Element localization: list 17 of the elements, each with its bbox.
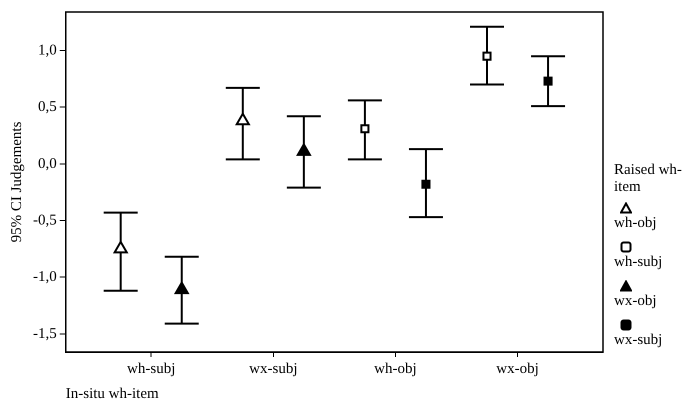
legend-label: wh-obj <box>614 215 656 231</box>
x-tick-label: wx-subj <box>249 360 298 377</box>
legend-title: Raised wh-item <box>614 162 683 196</box>
y-tick-label: -1,0 <box>32 269 57 286</box>
x-axis-title: In-situ wh-item <box>66 386 159 402</box>
x-tick-label: wx-obj <box>496 360 539 377</box>
y-axis-title: 95% CI Judgements <box>8 121 25 242</box>
x-tick-label: wh-subj <box>127 360 176 377</box>
y-tick-label: -0,5 <box>32 212 57 228</box>
x-tick-label: wh-obj <box>374 360 417 377</box>
y-tick-label: 0,5 <box>38 99 57 116</box>
y-tick-label: 1,0 <box>38 42 57 58</box>
legend-label: wx-subj <box>614 332 662 348</box>
legend-label: wx-obj <box>614 293 656 309</box>
legend-label: wh-subj <box>614 254 662 270</box>
y-tick-label: 0,0 <box>38 156 57 172</box>
y-tick-label: -1,5 <box>32 326 57 342</box>
